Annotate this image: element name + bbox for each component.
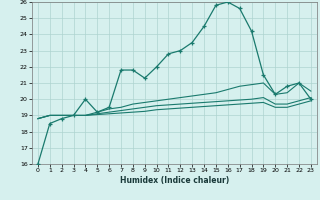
X-axis label: Humidex (Indice chaleur): Humidex (Indice chaleur): [120, 176, 229, 185]
